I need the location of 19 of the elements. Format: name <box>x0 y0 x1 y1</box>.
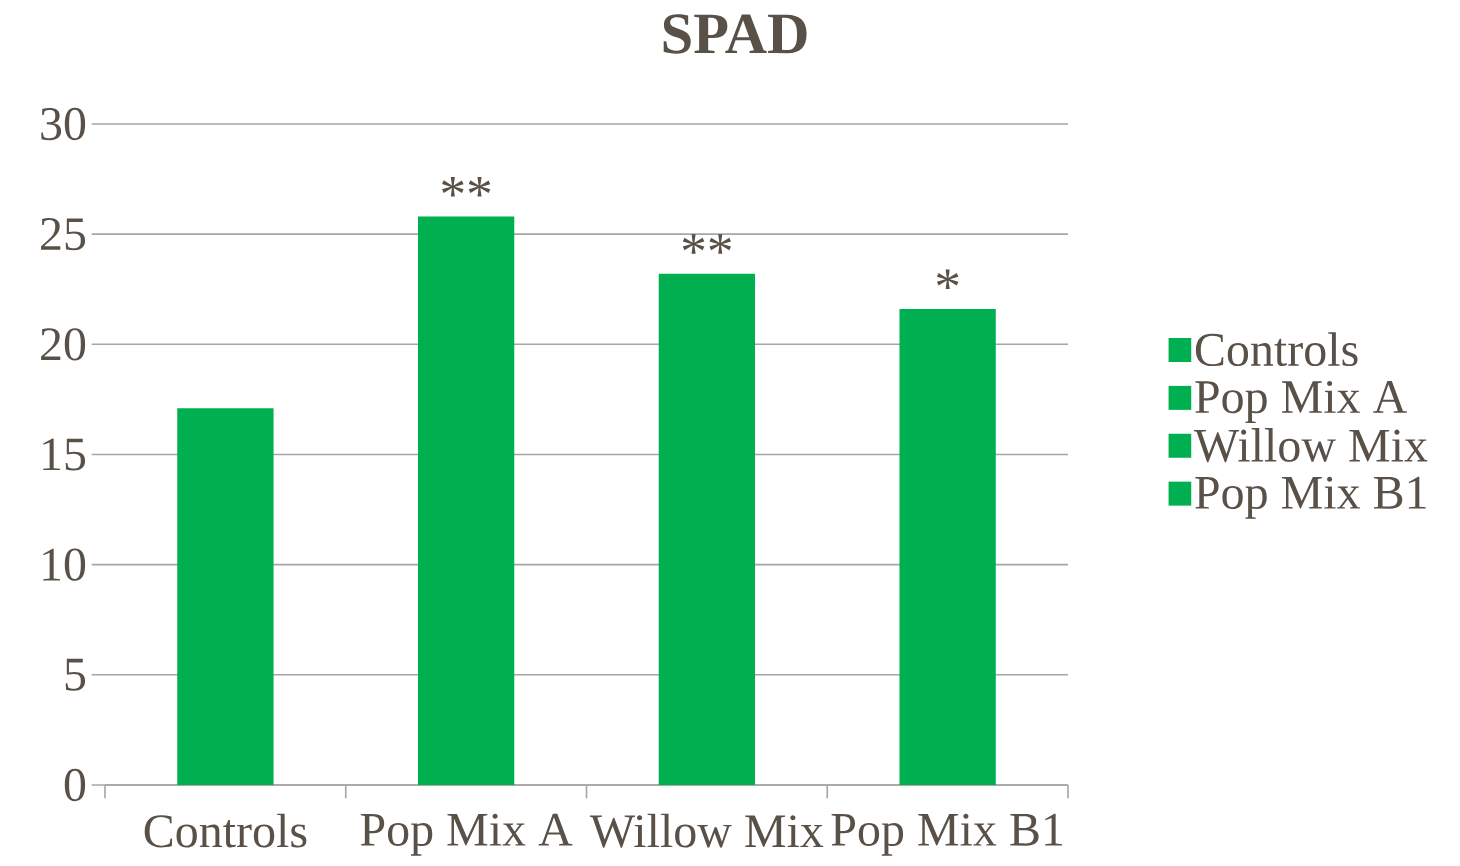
y-tick-label: 10 <box>43 548 86 581</box>
annotation: * <box>936 269 959 289</box>
chart-title: SPAD <box>663 14 807 54</box>
annotation: ** <box>682 234 731 254</box>
y-tick-label: 25 <box>41 218 86 251</box>
y-tick-label: 20 <box>41 328 86 361</box>
x-tick-label: Pop Mix A <box>360 813 573 856</box>
y-tick-label: 30 <box>41 107 86 141</box>
annotation: ** <box>442 176 491 197</box>
legend-label: Willow Mix <box>1193 428 1428 463</box>
legend-label: Controls <box>1195 332 1358 367</box>
x-tick-label: Controls <box>144 813 307 848</box>
y-tick-label: 0 <box>64 768 86 802</box>
legend-label: Pop Mix A <box>1195 380 1407 423</box>
legend-label: Pop Mix B1 <box>1195 476 1426 519</box>
y-tick-label: 15 <box>43 438 86 471</box>
y-tick-label: 5 <box>65 658 86 691</box>
x-tick-label: Pop Mix B1 <box>831 813 1063 856</box>
x-tick-label: Willow Mix <box>589 813 824 848</box>
